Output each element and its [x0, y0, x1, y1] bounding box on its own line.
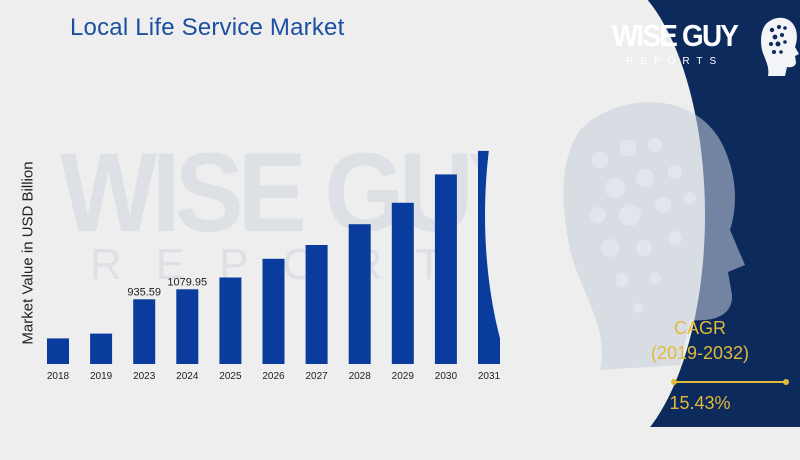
cagr-period: (2019-2032)	[650, 343, 750, 363]
bar-2025	[219, 277, 242, 364]
bar-2029	[391, 202, 414, 364]
bar-2030	[434, 174, 457, 364]
x-tick-label-2025: 2025	[219, 371, 242, 382]
logo-main-text: WISE GUY	[612, 18, 739, 53]
x-tick-label-2027: 2027	[305, 371, 328, 382]
cagr-value: 15.43%	[669, 393, 731, 413]
x-tick-label-2028: 2028	[349, 371, 372, 382]
x-tick-label-2029: 2029	[392, 371, 415, 382]
x-tick-label-2031: 2031	[478, 371, 501, 382]
bar-2027	[305, 245, 328, 364]
data-label-2023: 935.59	[127, 286, 161, 298]
chart-title: Local Life Service Market	[70, 14, 345, 41]
x-tick-label-2030: 2030	[435, 371, 458, 382]
x-tick-label-2018: 2018	[47, 371, 70, 382]
x-tick-label-2026: 2026	[262, 371, 285, 382]
bar-2026	[262, 258, 285, 364]
cagr-label: CAGR	[673, 318, 726, 338]
x-tick-label-2019: 2019	[90, 371, 113, 382]
bar-2023	[133, 299, 156, 364]
head-silhouette-graphic	[563, 102, 745, 370]
bar-2019	[90, 333, 113, 364]
bar-chart: 2018 2019 2023 935.59 2024 1079.95 2025 2026 202…	[47, 116, 552, 383]
brand-logo: WISE GUY REPORTS	[612, 17, 799, 76]
x-tick-label-2023: 2023	[133, 371, 156, 382]
bar-2028	[348, 224, 371, 364]
bar-2024	[176, 289, 199, 364]
logo-sub-text: REPORTS	[626, 56, 724, 67]
cagr-divider	[671, 379, 789, 385]
logo-head-icon	[761, 17, 799, 76]
data-label-2024: 1079.95	[167, 276, 207, 288]
bar-2018	[47, 338, 69, 364]
x-tick-label-2024: 2024	[176, 371, 199, 382]
